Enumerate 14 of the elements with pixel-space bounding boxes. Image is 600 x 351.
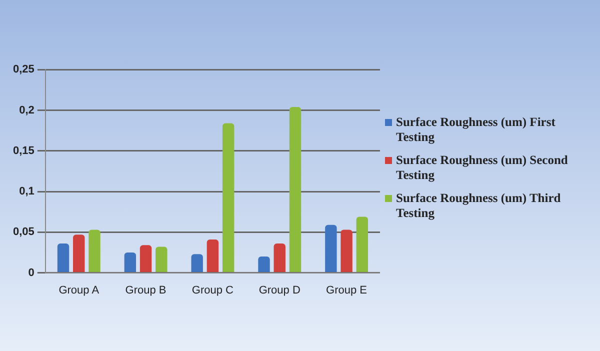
y-tick-label: 0,1 — [19, 186, 34, 198]
x-tick-label: Group B — [125, 284, 166, 296]
legend-label: Surface Roughness (um) First Testing — [396, 115, 556, 145]
x-tick-label: Group A — [58, 284, 100, 296]
x-tick-label: Group E — [326, 284, 368, 296]
y-tick-label: 0 — [28, 266, 34, 279]
y-tick-label: 0,15 — [12, 144, 34, 157]
legend-label: Surface Roughness (um) Second Testing — [396, 153, 569, 183]
x-tick-label: Group D — [258, 284, 300, 296]
y-tick-label: 0,25 — [12, 64, 34, 76]
x-tick-label: Group C — [192, 284, 234, 296]
y-tick-label: 0,2 — [19, 104, 34, 116]
legend-label: Surface Roughness (um) Third Testing — [396, 191, 562, 221]
y-tick-label: 0,05 — [12, 226, 34, 238]
